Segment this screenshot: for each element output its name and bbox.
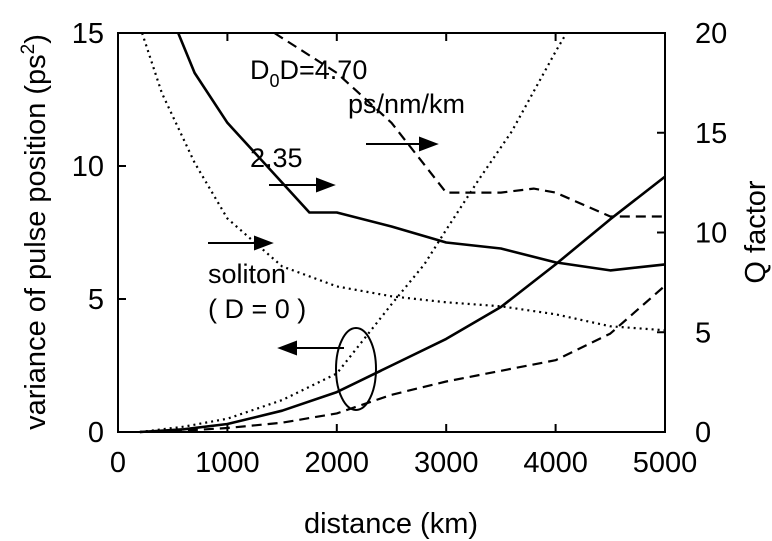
x-tick-label: 1000 [195,447,260,479]
annotation-units: ps/nm/km [348,89,465,119]
y-axis-left-title-sup: 2 [18,44,39,55]
y-right-tick-label: 10 [695,218,727,250]
annotation-d0d-rest: D=4.70 [280,55,368,85]
axis-ticks [117,32,666,433]
y-axis-left-title-main: variance of pulse position (ps [20,54,52,430]
y-left-tick-label: 0 [88,417,104,449]
x-tick-label: 3000 [414,447,479,479]
y-left-tick-label: 15 [72,18,104,50]
x-tick-label: 5000 [633,447,698,479]
annotation-2-35: 2.35 [250,143,303,173]
variance-curves-ellipse [335,327,377,411]
x-tick-label: 2000 [305,447,370,479]
arrow-right-soliton [208,235,274,251]
annotation-d-zero: ( D = 0 ) [208,294,306,324]
y-axis-left-title: variance of pulse position (ps2) [18,34,52,430]
series-line-right-dashed [273,32,665,218]
y-right-tick-label: 20 [695,18,727,50]
series-line-right-dotted [141,32,666,332]
annotation-d0d-value: D0D=4.70 [250,55,367,91]
y-left-tick-label: 5 [88,284,104,316]
y-axis-right-title: Q factor [740,180,772,283]
annotation-soliton: soliton [208,259,286,289]
annotation-d0d-d: D [250,55,270,85]
x-tick-label: 0 [110,447,126,479]
y-right-tick-label: 5 [695,317,711,349]
x-axis-title: distance (km) [304,508,478,540]
y-right-tick-label: 0 [695,417,711,449]
series-line-left-solid [139,175,666,434]
y-axis-left-title-close: ) [20,34,52,44]
arrow-right-d470 [366,136,439,152]
annotation-d0d-sub: 0 [270,71,280,91]
x-tick-label: 4000 [523,447,588,479]
y-left-tick-label: 10 [72,151,104,183]
series-line-right-solid [176,32,666,272]
arrow-right-2-35 [269,177,336,193]
arrow-left-variance [277,340,344,356]
series-group [139,32,666,434]
series-line-left-dashed [139,284,666,434]
y-right-tick-label: 15 [695,118,727,150]
